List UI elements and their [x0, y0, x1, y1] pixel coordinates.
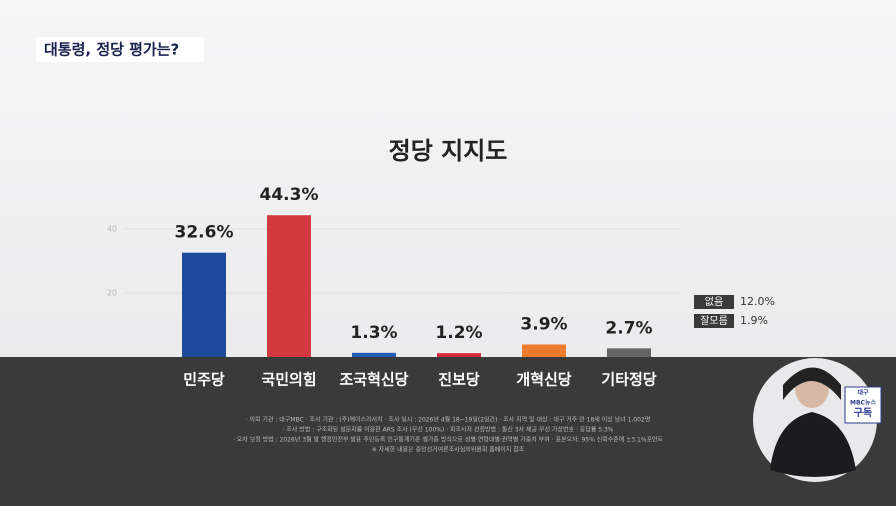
bar [607, 348, 651, 357]
bar [267, 215, 311, 357]
other-value: 1.9% [740, 314, 768, 327]
bar [182, 252, 226, 357]
signer-hair [783, 367, 841, 400]
bar [522, 344, 566, 357]
value-label: 3.9% [520, 315, 567, 335]
signer-body [770, 412, 856, 477]
x-tick-label: 진보당 [438, 371, 480, 389]
bottom-band [0, 357, 896, 506]
header-box [36, 37, 204, 62]
value-label: 1.3% [350, 323, 397, 343]
other-label-box [694, 295, 734, 309]
other-label-box [694, 314, 734, 328]
value-label: 2.7% [605, 318, 652, 338]
bar [352, 352, 396, 357]
other-label: 잘모름 [700, 315, 728, 327]
x-tick-label: 국민의힘 [261, 371, 316, 389]
value-label: 44.3% [260, 185, 319, 205]
value-label: 1.2% [435, 323, 482, 343]
badge-text: 대구 [857, 389, 869, 397]
bar [437, 353, 481, 357]
footnote: · 의뢰 기관 : 대구MBC · 조사 기관 : (주)에이스리서치 · 조사… [246, 416, 651, 424]
y-tick-label: 20 [107, 289, 117, 298]
footnote: · 조사 방법 : 구조화된 설문지를 이용한 ARS 조사 (무선 100%)… [282, 426, 613, 434]
other-value: 12.0% [740, 295, 775, 308]
x-tick-label: 민주당 [183, 371, 225, 389]
chart-title: 정당 지지도 [389, 137, 508, 165]
footnote: ※ 자세한 내용은 중앙선거여론조사심의위원회 홈페이지 참조 [372, 446, 525, 454]
signer [753, 358, 882, 482]
badge-text: MBC뉴스 [850, 400, 876, 407]
footnote: · 오차 보정 방법 : 2026년 3월 말 행정안전부 발표 주민등록 인구… [233, 436, 664, 444]
y-tick-label: 40 [107, 225, 117, 234]
other-label: 없음 [705, 295, 723, 308]
x-tick-label: 기타정당 [601, 371, 656, 389]
badge-text: 구독 [854, 407, 872, 419]
x-tick-label: 조국혁신당 [339, 371, 408, 389]
x-tick-label: 개혁신당 [516, 371, 571, 389]
value-label: 32.6% [175, 223, 234, 243]
header-title: 대통령, 정당 평가는? [44, 41, 179, 59]
badge [844, 386, 882, 424]
